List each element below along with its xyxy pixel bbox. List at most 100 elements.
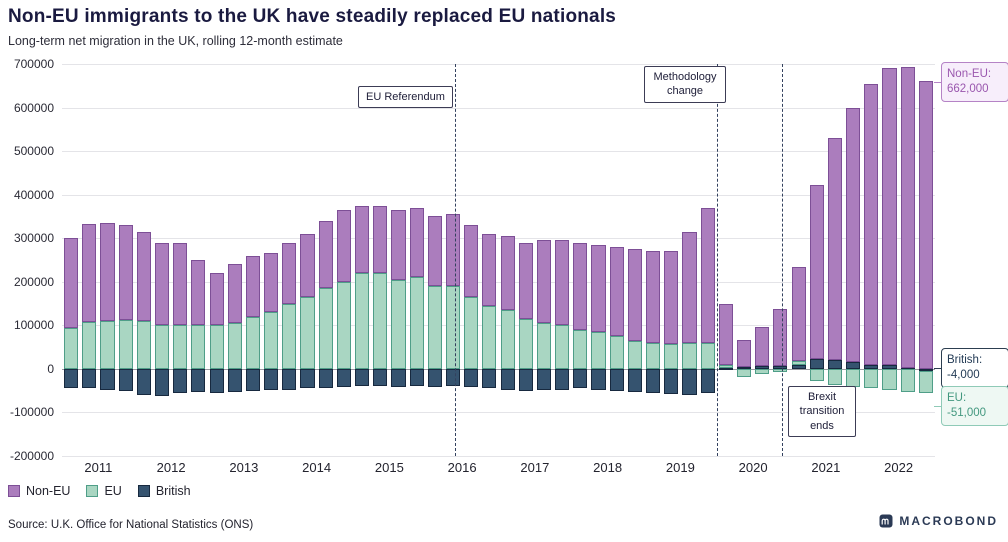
bar-segment-noneu — [209, 273, 224, 326]
x-tick-label: 2019 — [665, 460, 695, 475]
bar-segment-eu — [64, 327, 79, 369]
legend-label: EU — [104, 484, 122, 498]
y-tick-label: 200000 — [13, 274, 54, 289]
bar-segment-eu — [536, 323, 552, 369]
bar-segment-british — [591, 368, 606, 390]
bar-segment-british — [373, 368, 388, 387]
gridline — [62, 325, 935, 327]
bar-segment-eu — [282, 303, 297, 369]
bar-segment-british — [864, 364, 879, 369]
bar-segment-british — [82, 368, 97, 389]
bar-segment-noneu — [427, 216, 442, 287]
x-tick-label: 2022 — [884, 460, 914, 475]
bar-segment-british — [154, 368, 170, 396]
bar-segment-noneu — [900, 67, 915, 368]
bar-segment-eu — [355, 273, 370, 369]
bar-segment-british — [118, 368, 133, 391]
bar-segment-noneu — [573, 242, 588, 330]
y-tick-label: -200000 — [9, 449, 54, 463]
bar-segment-noneu — [700, 207, 715, 343]
bar-segment-british — [391, 368, 406, 388]
bar-segment-noneu — [664, 251, 679, 344]
bar-segment-eu — [791, 361, 806, 366]
bar-segment-noneu — [445, 214, 461, 287]
chart-legend: Non-EU EU British — [8, 484, 191, 498]
bar-segment-eu — [609, 336, 624, 369]
bar-segment-british — [191, 368, 206, 392]
bar-segment-eu — [809, 368, 824, 382]
bar-segment-british — [536, 368, 552, 390]
bar-segment-noneu — [318, 220, 333, 289]
bar-segment-eu — [427, 286, 442, 369]
bar-segment-british — [518, 368, 533, 391]
bar-segment-eu — [482, 305, 497, 369]
bar-segment-eu — [336, 281, 351, 369]
bar-segment-noneu — [846, 107, 861, 363]
annotation-methodology-change: Methodology change — [644, 66, 726, 103]
y-tick-label: 700000 — [13, 57, 54, 71]
bar-segment-noneu — [791, 267, 806, 362]
legend-item-noneu: Non-EU — [8, 484, 70, 498]
bar-segment-eu — [736, 368, 752, 377]
bar-segment-noneu — [918, 80, 933, 369]
x-tick-label: 2014 — [302, 460, 332, 475]
bar-segment-british — [300, 368, 315, 389]
bar-segment-british — [227, 368, 242, 392]
bar-segment-noneu — [245, 255, 261, 317]
bar-segment-british — [755, 366, 770, 369]
bar-segment-british — [773, 365, 788, 369]
x-tick-label: 2013 — [229, 460, 259, 475]
bar-segment-british — [682, 368, 697, 395]
x-tick-label: 2016 — [447, 460, 477, 475]
y-tick-label: 100000 — [13, 318, 54, 333]
bar-segment-eu — [464, 297, 479, 369]
y-tick-label: -100000 — [9, 405, 54, 420]
bar-segment-noneu — [718, 304, 733, 366]
callout-eu: EU: -51,000 — [934, 386, 1008, 426]
bar-segment-british — [445, 368, 461, 387]
bar-segment-eu — [227, 323, 242, 369]
bar-segment-noneu — [64, 238, 79, 328]
bar-segment-noneu — [300, 233, 315, 297]
bar-segment-british — [700, 368, 715, 393]
gridline — [62, 107, 935, 109]
annotation-eu-referendum: EU Referendum — [358, 86, 453, 109]
bar-segment-eu — [500, 310, 515, 369]
callout-non-eu-value: 662,000 — [947, 82, 989, 95]
x-tick-label: 2020 — [738, 460, 768, 475]
legend-swatch — [8, 485, 20, 497]
bar-segment-eu — [82, 321, 97, 369]
bar-segment-british — [136, 368, 151, 395]
callout-british-label: British: — [947, 354, 983, 366]
gridline — [62, 281, 935, 283]
plot-area — [62, 64, 935, 457]
callout-british: British: -4,000 — [934, 348, 1008, 388]
bar-segment-noneu — [154, 242, 170, 326]
bar-segment-british — [318, 368, 333, 389]
bar-segment-noneu — [591, 244, 606, 332]
x-tick-label: 2021 — [811, 460, 841, 475]
bar-segment-noneu — [882, 68, 897, 366]
bar-segment-eu — [445, 286, 461, 369]
bar-segment-british — [882, 365, 897, 369]
bar-segment-eu — [591, 331, 606, 369]
bar-segment-british — [827, 360, 843, 369]
bar-segment-british — [573, 368, 588, 389]
bar-segment-eu — [646, 342, 661, 369]
bar-segment-eu — [318, 288, 333, 369]
bar-segment-eu — [173, 325, 188, 369]
bar-segment-eu — [245, 316, 261, 369]
macrobond-logo-icon — [879, 514, 893, 528]
bar-segment-eu — [100, 320, 115, 369]
gridline — [62, 456, 935, 457]
bar-segment-british — [209, 368, 224, 393]
bar-segment-british — [355, 368, 370, 387]
bar-segment-noneu — [100, 222, 115, 321]
bar-segment-british — [627, 368, 642, 392]
bar-segment-eu — [264, 312, 279, 369]
bar-segment-eu — [682, 342, 697, 369]
bar-segment-eu — [118, 320, 133, 369]
bar-segment-british — [918, 368, 933, 371]
x-tick-label: 2015 — [374, 460, 404, 475]
